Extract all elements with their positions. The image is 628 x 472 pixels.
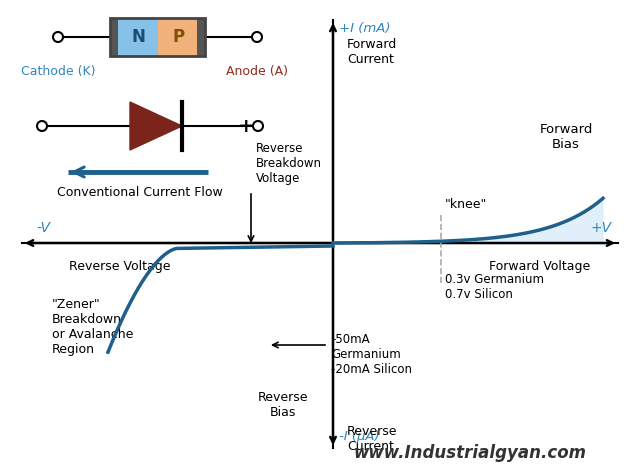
Text: -I (μA): -I (μA) [339,430,379,443]
Text: +: + [238,118,254,136]
Text: "knee": "knee" [445,198,487,211]
Text: Reverse
Current: Reverse Current [347,425,398,453]
Text: Reverse
Bias: Reverse Bias [257,391,308,419]
Text: Anode (A): Anode (A) [226,65,288,78]
Text: Reverse Voltage: Reverse Voltage [69,260,171,273]
Text: Cathode (K): Cathode (K) [21,65,95,78]
Text: -V: -V [36,221,50,235]
FancyBboxPatch shape [118,18,158,56]
Text: "Zener"
Breakdown
or Avalanche
Region: "Zener" Breakdown or Avalanche Region [52,298,133,356]
Text: N: N [131,28,146,46]
Polygon shape [333,198,603,243]
Text: +V: +V [591,221,612,235]
FancyBboxPatch shape [158,18,197,56]
Text: 0.3v Germanium
0.7v Silicon: 0.3v Germanium 0.7v Silicon [445,273,544,301]
Circle shape [37,121,47,131]
Text: -50mA
Germanium
-20mA Silicon: -50mA Germanium -20mA Silicon [331,333,412,376]
Text: Reverse
Breakdown
Voltage: Reverse Breakdown Voltage [256,142,322,185]
FancyBboxPatch shape [197,18,205,56]
Polygon shape [130,102,182,150]
Text: Forward
Current: Forward Current [347,38,398,66]
Text: +I (mA): +I (mA) [339,22,391,35]
Text: Forward Voltage: Forward Voltage [489,260,590,273]
Text: www.Industrialgyan.com: www.Industrialgyan.com [354,444,587,462]
Text: Forward
Bias: Forward Bias [539,123,593,151]
Text: Conventional Current Flow: Conventional Current Flow [57,186,223,199]
FancyBboxPatch shape [110,18,118,56]
Circle shape [53,32,63,42]
Circle shape [253,121,263,131]
Text: −: − [48,118,63,136]
Text: P: P [172,28,185,46]
Circle shape [252,32,262,42]
